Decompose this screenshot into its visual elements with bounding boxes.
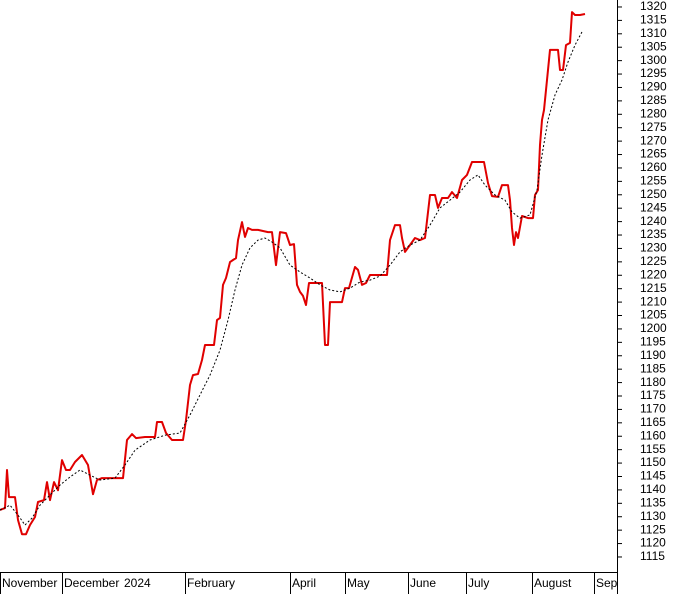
x-tick-label: Sep <box>596 576 618 590</box>
x-tick-label: May <box>347 576 370 590</box>
y-tick-label: 1225 <box>640 254 667 268</box>
x-tick-label: December <box>64 576 119 590</box>
y-tick-label: 1170 <box>640 402 666 416</box>
y-tick-label: 1175 <box>640 388 666 402</box>
x-tick-label: July <box>468 576 489 590</box>
y-tick-label: 1290 <box>640 80 667 94</box>
x-tick-label: 2024 <box>124 576 151 590</box>
y-tick-label: 1155 <box>640 442 666 456</box>
y-tick-label: 1210 <box>640 294 667 308</box>
y-tick-label: 1205 <box>640 308 667 322</box>
y-tick-label: 1130 <box>640 509 666 523</box>
y-tick-label: 1115 <box>640 549 665 563</box>
y-tick-label: 1135 <box>640 495 666 509</box>
y-tick-label: 1300 <box>640 53 667 67</box>
y-tick-label: 1280 <box>640 106 667 120</box>
y-tick-label: 1255 <box>640 174 667 188</box>
y-tick-label: 1190 <box>640 348 666 362</box>
average-line <box>0 31 583 526</box>
y-tick-label: 1235 <box>640 227 667 241</box>
y-tick-label: 1150 <box>640 455 666 469</box>
y-tick-label: 1220 <box>640 267 667 281</box>
x-tick-label: June <box>410 576 436 590</box>
y-tick-label: 1215 <box>640 281 667 295</box>
y-tick-label: 1265 <box>640 147 667 161</box>
y-tick-label: 1200 <box>640 321 667 335</box>
y-tick-label: 1240 <box>640 214 667 228</box>
y-tick-label: 1195 <box>640 335 666 349</box>
x-tick-label: November <box>2 576 57 590</box>
y-tick-label: 1165 <box>640 415 666 429</box>
x-tick-label: April <box>292 576 316 590</box>
y-tick-label: 1295 <box>640 66 667 80</box>
y-tick-label: 1160 <box>640 428 666 442</box>
y-tick-label: 1185 <box>640 361 666 375</box>
y-tick-label: 1140 <box>640 482 666 496</box>
y-tick-label: 1245 <box>640 200 667 214</box>
x-tick-label: February <box>187 576 235 590</box>
y-tick-label: 1260 <box>640 160 667 174</box>
y-tick-label: 1285 <box>640 93 667 107</box>
y-tick-label: 1230 <box>640 241 667 255</box>
y-tick-label: 1145 <box>640 469 666 483</box>
x-tick-label: August <box>534 576 572 590</box>
y-tick-label: 1305 <box>640 39 667 53</box>
y-tick-label: 1270 <box>640 133 667 147</box>
price-line <box>0 11 586 536</box>
y-tick-label: 1250 <box>640 187 667 201</box>
y-tick-label: 1120 <box>640 536 666 550</box>
y-tick-label: 1180 <box>640 375 666 389</box>
y-tick-label: 1125 <box>640 522 666 536</box>
y-tick-label: 1310 <box>640 26 667 40</box>
y-tick-label: 1320 <box>640 0 667 13</box>
y-tick-label: 1315 <box>640 13 667 27</box>
y-tick-label: 1275 <box>640 120 667 134</box>
